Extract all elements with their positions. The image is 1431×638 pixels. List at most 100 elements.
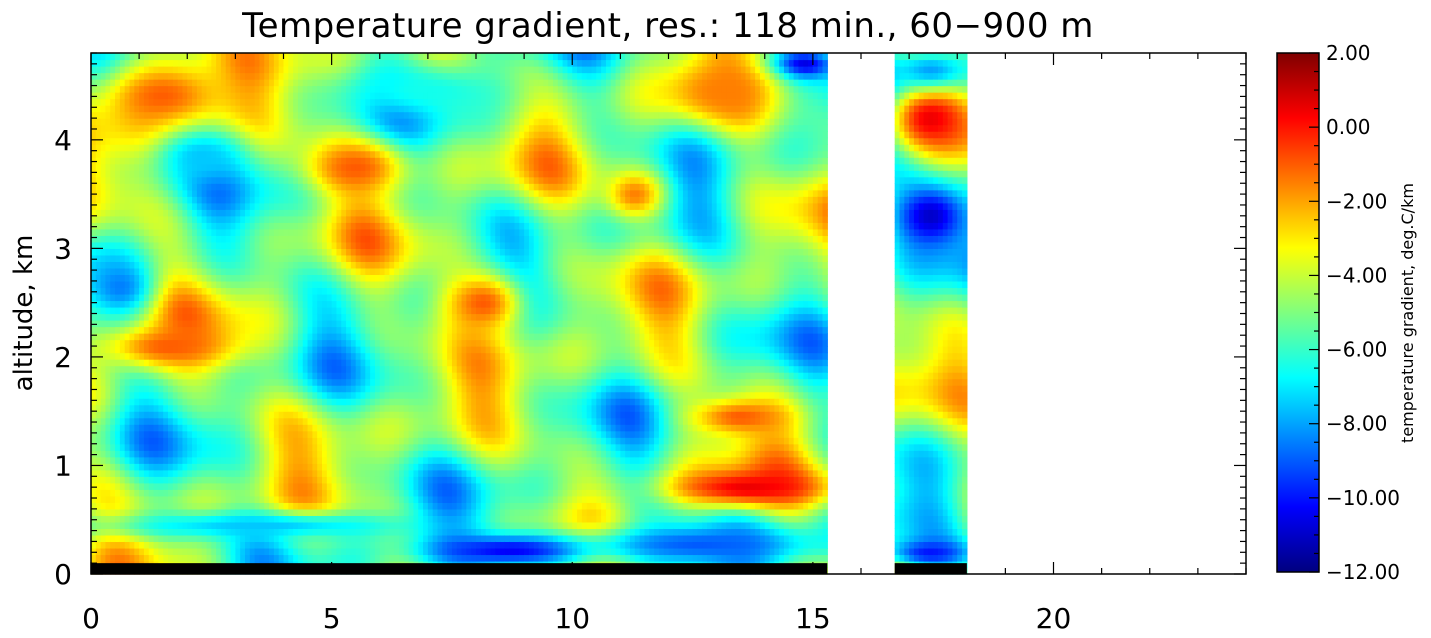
heatmap-cell xyxy=(153,313,159,321)
heatmap-cell xyxy=(264,346,270,354)
heatmap-cell xyxy=(302,378,309,386)
heatmap-cell xyxy=(384,534,390,543)
heatmap-cell xyxy=(119,85,126,93)
heatmap-cell xyxy=(374,170,381,178)
heatmap-cell xyxy=(129,495,135,503)
heatmap-cell xyxy=(379,267,386,276)
heatmap-cell xyxy=(91,534,97,543)
heatmap-cell xyxy=(230,404,236,412)
heatmap-cell xyxy=(91,385,97,393)
heatmap-cell xyxy=(124,437,131,445)
heatmap-cell xyxy=(168,72,174,80)
heatmap-cell xyxy=(283,267,289,276)
heatmap-cell xyxy=(269,222,275,230)
heatmap-cell xyxy=(245,424,251,432)
heatmap-cell xyxy=(91,144,97,152)
heatmap-cell xyxy=(206,293,212,302)
heatmap-cell xyxy=(230,85,236,93)
heatmap-cell xyxy=(192,372,198,380)
heatmap-cell xyxy=(360,228,366,236)
heatmap-cell xyxy=(211,404,217,412)
heatmap-cell xyxy=(249,359,256,367)
heatmap-cell xyxy=(346,79,352,87)
heatmap-cell xyxy=(192,157,198,165)
heatmap-cell xyxy=(317,320,323,328)
heatmap-cell xyxy=(240,352,246,360)
heatmap-cell xyxy=(148,450,155,458)
heatmap-cell xyxy=(187,313,193,321)
heatmap-cell xyxy=(143,235,150,243)
heatmap-cell xyxy=(134,508,140,516)
heatmap-cell xyxy=(225,209,232,217)
heatmap-cell xyxy=(163,378,169,386)
heatmap-cell xyxy=(163,352,169,360)
heatmap-cell xyxy=(293,534,299,543)
heatmap-cell xyxy=(379,189,386,197)
heatmap-cell xyxy=(384,372,390,380)
heatmap-cell xyxy=(201,53,208,61)
heatmap-cell xyxy=(187,528,193,536)
heatmap-cell xyxy=(245,293,251,302)
heatmap-cell xyxy=(225,476,232,484)
heatmap-cell xyxy=(365,85,371,93)
heatmap-cell xyxy=(379,489,386,497)
heatmap-cell xyxy=(211,53,217,61)
heatmap-cell xyxy=(206,476,212,484)
heatmap-cell xyxy=(293,404,299,412)
heatmap-cell xyxy=(269,313,275,321)
heatmap-cell xyxy=(312,280,318,289)
heatmap-cell xyxy=(163,515,169,523)
heatmap-cell xyxy=(129,176,135,184)
heatmap-cell xyxy=(196,554,203,562)
heatmap-cell xyxy=(264,450,270,458)
heatmap-cell xyxy=(374,326,381,334)
heatmap-cell xyxy=(158,352,164,360)
heatmap-cell xyxy=(384,137,390,145)
heatmap-cell xyxy=(187,456,193,464)
heatmap-cell xyxy=(177,274,184,282)
heatmap-cell xyxy=(206,313,212,321)
heatmap-cell xyxy=(245,105,251,113)
heatmap-cell xyxy=(302,352,309,360)
heatmap-cell xyxy=(139,515,145,523)
heatmap-cell xyxy=(302,385,309,393)
heatmap-cell xyxy=(245,241,251,249)
heatmap-cell xyxy=(143,411,150,419)
heatmap-cell xyxy=(177,215,184,223)
heatmap-cell xyxy=(129,508,135,516)
heatmap-cell xyxy=(288,404,294,412)
heatmap-cell xyxy=(105,365,111,373)
heatmap-cell xyxy=(124,111,131,119)
heatmap-cell xyxy=(124,98,131,106)
heatmap-cell xyxy=(192,547,198,556)
heatmap-cell xyxy=(307,411,313,419)
heatmap-cell xyxy=(177,508,184,516)
heatmap-cell xyxy=(168,261,174,269)
heatmap-cell xyxy=(249,267,256,276)
heatmap-cell xyxy=(331,163,338,171)
heatmap-cell xyxy=(288,372,294,380)
heatmap-cell xyxy=(379,437,386,445)
heatmap-cell xyxy=(346,346,352,354)
heatmap-cell xyxy=(220,456,227,464)
heatmap-cell xyxy=(365,541,371,549)
heatmap-cell xyxy=(370,521,376,530)
heatmap-cell xyxy=(206,157,212,165)
heatmap-cell xyxy=(307,326,313,334)
heatmap-cell xyxy=(336,79,342,87)
heatmap-cell xyxy=(187,404,193,412)
heatmap-cell xyxy=(196,528,203,536)
heatmap-cell xyxy=(254,339,261,347)
heatmap-cell xyxy=(201,241,208,249)
heatmap-cell xyxy=(245,508,251,516)
heatmap-cell xyxy=(317,502,323,510)
heatmap-cell xyxy=(100,424,107,432)
heatmap-cell xyxy=(240,261,246,269)
heatmap-cell xyxy=(346,267,352,276)
heatmap-cell xyxy=(293,521,299,530)
heatmap-cell xyxy=(355,365,362,373)
heatmap-cell xyxy=(346,476,352,484)
heatmap-cell xyxy=(177,254,184,262)
heatmap-cell xyxy=(379,313,386,321)
heatmap-cell xyxy=(307,346,313,354)
